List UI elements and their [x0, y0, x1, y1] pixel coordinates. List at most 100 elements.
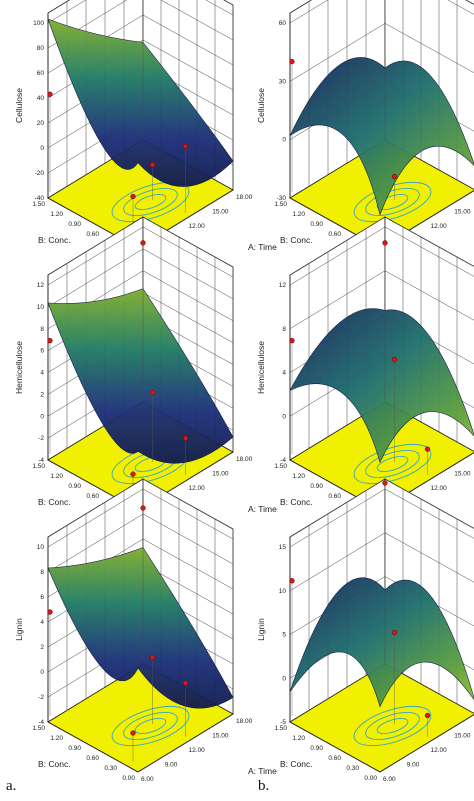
design-point — [391, 173, 398, 180]
x-tick-label: 15.00 — [454, 209, 471, 216]
grid-line — [142, 270, 234, 321]
x-tick-label: 12.00 — [189, 747, 206, 754]
z-tick-label: -40 — [35, 195, 45, 202]
grid-line — [142, 292, 234, 343]
y-axis-label: B: Conc. — [38, 497, 71, 507]
y-tick-label: 1.50 — [274, 201, 287, 208]
contour-line — [134, 193, 167, 211]
design-point — [47, 91, 53, 97]
x-tick-label: 9.00 — [407, 762, 420, 769]
design-point — [391, 356, 398, 363]
design-point — [424, 712, 431, 719]
z-axis-label: Cellulose — [256, 88, 266, 123]
design-point — [182, 435, 189, 441]
z-tick-label: -30 — [277, 195, 287, 202]
z-tick-label: 2 — [40, 644, 44, 651]
grid-line — [289, 23, 386, 82]
y-tick-label: 0.90 — [310, 221, 323, 228]
grid-line — [205, 0, 234, 16]
z-tick-label: 6 — [40, 594, 44, 601]
grid-line — [142, 488, 234, 540]
design-point — [130, 471, 136, 477]
contour-line — [134, 717, 167, 735]
x-tick-label: 18.00 — [236, 718, 253, 725]
design-point — [47, 337, 53, 344]
z-tick-label: -20 — [35, 170, 45, 177]
contour-line — [353, 705, 432, 747]
z-tick-label: 10 — [37, 544, 45, 551]
x-axis-label: A: Time — [248, 504, 277, 514]
y-tick-label: 0.60 — [328, 493, 341, 500]
y-axis-line — [47, 721, 139, 773]
surface-chart-6: -5 0 5 10 15 Lignin 0.00 0.30 0.60 0.90 1.20 1.50 6.… — [256, 478, 474, 783]
z-tick-label: 5 — [282, 632, 286, 639]
grid-line — [160, 0, 234, 41]
x-tick-label: 12.00 — [189, 223, 206, 230]
y-tick-label: 0.60 — [86, 755, 99, 762]
x-tick-label: 6.00 — [141, 776, 154, 783]
y-tick-label: 0.30 — [104, 765, 117, 772]
grid-line — [447, 0, 474, 15]
grid-line — [47, 488, 144, 548]
z-tick-label: 30 — [279, 78, 287, 85]
surface-chart-3: -4-2024681012Hemicellulose0.000.300.600.… — [14, 216, 277, 521]
grid-line — [384, 532, 474, 583]
grid-line — [384, 270, 474, 321]
contour-line — [365, 449, 420, 479]
x-axis-line — [137, 713, 234, 773]
y-axis-label: B: Conc. — [38, 759, 71, 769]
grid-line — [384, 23, 474, 74]
z-tick-label: 8 — [40, 326, 44, 333]
y-axis-label: B: Conc. — [280, 497, 313, 507]
y-tick-label: 1.50 — [274, 463, 287, 470]
y-axis-line — [289, 721, 381, 773]
design-point — [140, 505, 146, 511]
x-tick-label: 12.00 — [189, 485, 206, 492]
response-surface — [289, 308, 474, 464]
y-tick-label: 0.60 — [86, 493, 99, 500]
y-tick-label: 1.20 — [292, 735, 305, 742]
grid-line — [142, 39, 234, 91]
surface-chart-2: -3003060Cellulose0.000.300.600.901.201.5… — [256, 0, 474, 259]
contour-line — [111, 181, 190, 223]
z-tick-label: 12 — [279, 282, 287, 289]
contour-line — [376, 717, 409, 735]
contour-line — [123, 711, 178, 741]
z-tick-label: 20 — [37, 120, 45, 127]
z-tick-label: -2 — [38, 435, 44, 442]
y-tick-label: 1.50 — [32, 463, 45, 470]
grid-line — [384, 226, 474, 277]
design-point — [382, 240, 388, 246]
z-tick-label: -2 — [38, 694, 44, 701]
z-tick-label: 15 — [279, 544, 287, 551]
x-axis-label: A: Time — [248, 766, 277, 776]
y-tick-label: 1.50 — [32, 725, 45, 732]
grid-line — [142, 14, 234, 66]
x-tick-label: 15.00 — [454, 733, 471, 740]
contour-line — [111, 705, 190, 747]
surface-chart-4: -404812Hemicellulose0.000.300.600.901.20… — [256, 216, 474, 521]
x-axis-line — [379, 714, 474, 773]
x-tick-label: 12.00 — [431, 223, 448, 230]
z-tick-label: -4 — [38, 719, 44, 726]
panel-label-a: a. — [6, 778, 17, 794]
z-tick-label: 10 — [37, 304, 45, 311]
z-axis-label: Hemicellulose — [14, 341, 24, 394]
grid-line — [289, 532, 386, 591]
z-tick-label: -4 — [280, 457, 286, 464]
y-tick-label: 0.60 — [328, 755, 341, 762]
y-tick-label: 0.30 — [346, 765, 359, 772]
design-point — [289, 337, 295, 344]
y-tick-label: 0.60 — [86, 231, 99, 238]
grid-line — [289, 488, 386, 548]
y-axis-label: B: Conc. — [280, 759, 313, 769]
x-tick-label: 15.00 — [212, 209, 229, 216]
y-tick-label: 0.90 — [68, 483, 81, 490]
design-point — [47, 609, 53, 615]
grid-line — [289, 270, 386, 329]
grid-line — [47, 226, 144, 286]
z-axis-label: Lignin — [256, 618, 266, 641]
z-tick-label: -4 — [38, 457, 44, 464]
response-surface — [289, 577, 474, 708]
